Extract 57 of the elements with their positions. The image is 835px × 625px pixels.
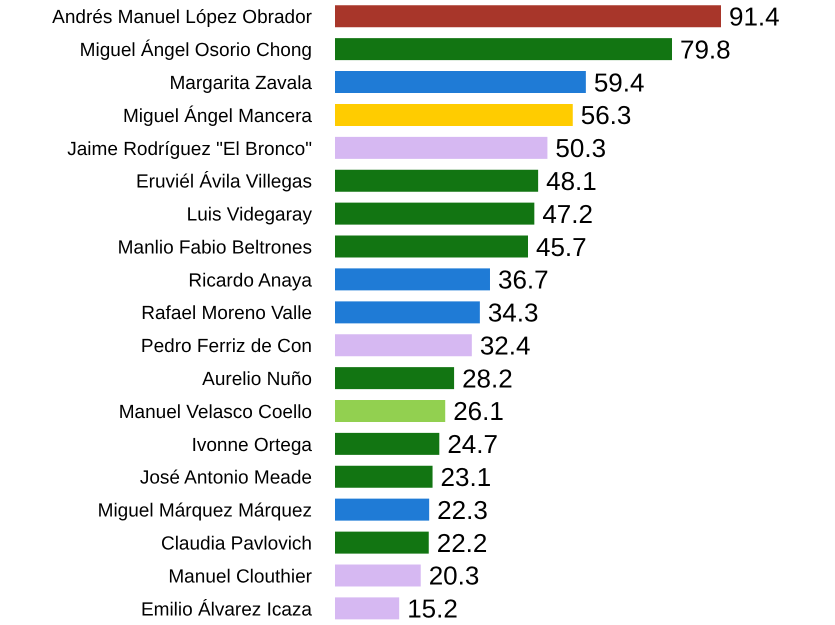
y-tick-label: Jaime Rodríguez "El Bronco" <box>67 138 312 160</box>
bar <box>335 532 429 554</box>
bar <box>335 367 454 390</box>
data-label: 50.3 <box>555 133 606 164</box>
y-tick-label: Miguel Ángel Mancera <box>122 104 312 127</box>
data-label: 23.1 <box>440 462 492 492</box>
data-label: 22.3 <box>437 494 488 525</box>
y-tick-label: Eruviél Ávila Villegas <box>136 170 312 193</box>
y-tick-label: Miguel Ángel Osorio Chong <box>80 39 312 62</box>
y-tick-label: Claudia Pavlovich <box>160 534 312 555</box>
data-label: 15.2 <box>407 594 458 624</box>
bar <box>335 236 528 258</box>
data-label: 36.7 <box>498 264 549 295</box>
data-label: 26.1 <box>453 396 504 426</box>
bar <box>335 38 672 60</box>
y-tick-label: Ivonne Ortega <box>192 434 312 456</box>
data-label: 22.2 <box>436 528 488 558</box>
y-tick-label: José Antonio Meade <box>140 468 312 489</box>
bar <box>335 5 721 28</box>
data-label: 91.4 <box>729 1 780 32</box>
data-label: 45.7 <box>536 232 587 262</box>
y-tick-label: Margarita Zavala <box>169 72 312 94</box>
y-tick-label: Pedro Ferriz de Con <box>140 336 312 358</box>
y-tick-label: Miguel Márquez Márquez <box>98 500 312 522</box>
bar <box>335 71 586 94</box>
data-label: 34.3 <box>488 298 538 328</box>
data-label: 59.4 <box>594 67 644 98</box>
bar <box>335 202 534 225</box>
y-tick-label: Manuel Velasco Coello <box>118 402 312 423</box>
bar <box>335 498 430 521</box>
y-tick-label: Ricardo Anaya <box>188 270 312 292</box>
bar <box>335 104 573 126</box>
bar <box>335 136 548 159</box>
y-tick-label: Manlio Fabio Beltrones <box>118 237 312 258</box>
bar <box>335 268 490 290</box>
bar <box>335 400 446 422</box>
data-label: 20.3 <box>428 560 480 591</box>
y-tick-label: Luis Videgaray <box>186 204 312 226</box>
y-tick-label: Rafael Moreno Valle <box>141 303 312 324</box>
bar <box>335 334 472 356</box>
y-tick-label: Emilio Álvarez Icaza <box>140 598 312 620</box>
bar <box>335 432 440 455</box>
data-label: 56.3 <box>580 100 632 130</box>
y-tick-label: Manuel Clouthier <box>168 566 313 588</box>
bar <box>335 301 480 324</box>
data-label: 47.2 <box>542 198 593 229</box>
data-label: 48.1 <box>546 166 597 196</box>
data-label: 79.8 <box>680 34 731 64</box>
y-tick-label: Andrés Manuel López Obrador <box>52 7 313 28</box>
data-label: 32.4 <box>480 330 530 360</box>
bar <box>335 564 421 586</box>
data-label: 28.2 <box>462 363 513 394</box>
bar <box>335 466 433 488</box>
bar <box>335 170 538 192</box>
data-label: 24.7 <box>447 429 498 460</box>
y-tick-label: Aurelio Nuño <box>202 369 312 390</box>
bar <box>335 597 400 620</box>
